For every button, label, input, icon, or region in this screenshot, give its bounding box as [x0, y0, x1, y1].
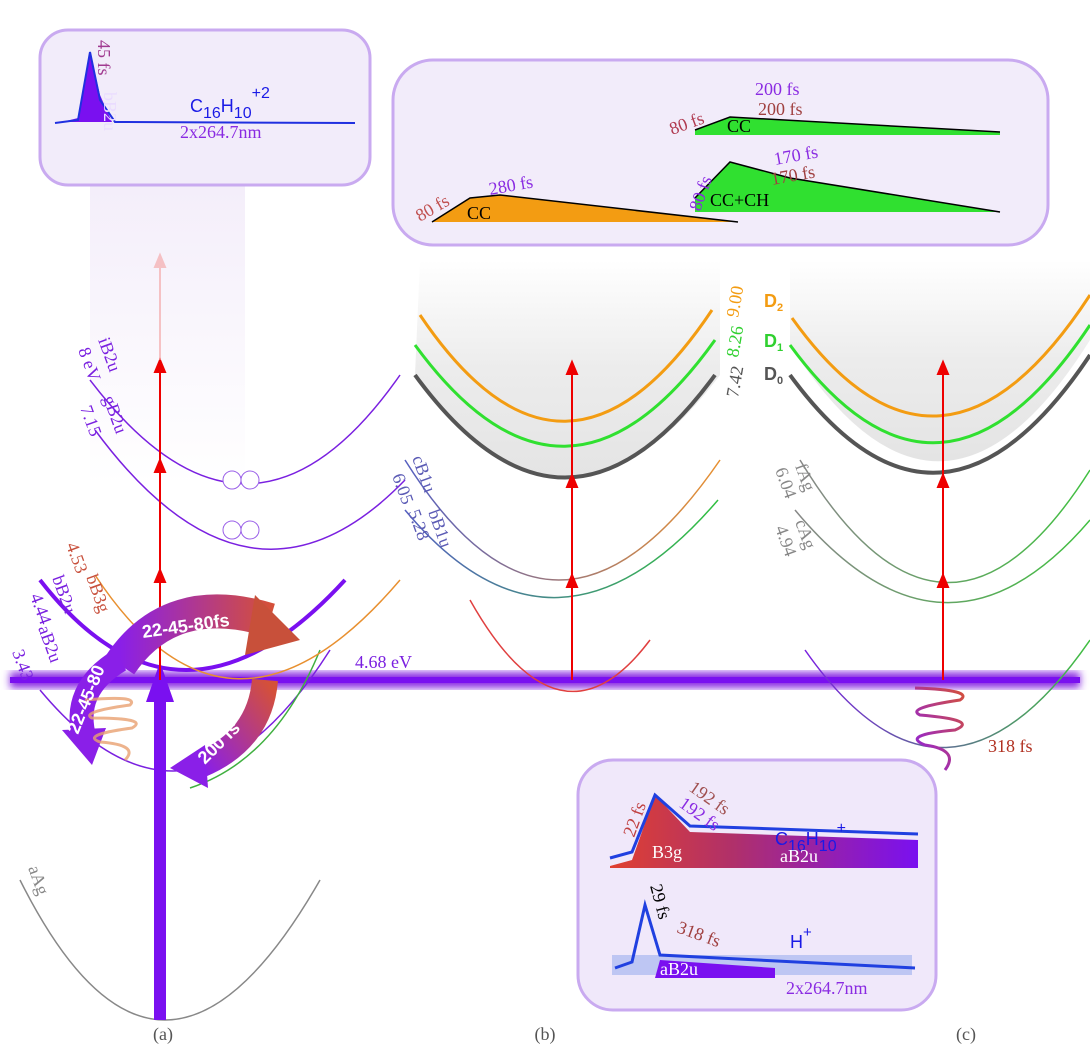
crossing [241, 471, 259, 489]
pump-arrow [154, 700, 166, 1020]
group: fAg 6.04 cAg 4.94 [771, 461, 820, 559]
formula-part: 10 [234, 105, 252, 122]
arrow-head [155, 570, 165, 582]
wavelength: 2x264.7nm [180, 122, 262, 142]
panel-label: (a) [153, 1024, 173, 1045]
state-label: bB3g [82, 572, 114, 616]
cation-state: D2 [764, 291, 783, 314]
crossing [223, 521, 241, 539]
wavelength: 2x264.7nm [786, 978, 868, 998]
label-part: D [764, 331, 777, 351]
panel-label: (c) [956, 1024, 976, 1045]
wavepacket [915, 688, 963, 770]
formula-part: + [837, 820, 846, 837]
panel-label: (b) [535, 1024, 556, 1045]
formula-part: C [190, 96, 203, 116]
formula-part: 16 [203, 105, 221, 122]
label-part: 2 [777, 302, 783, 314]
photon-label: 4.68 eV [355, 652, 412, 672]
energy-label: 6.05 [388, 471, 418, 507]
diagram: 45 fs bB2u C16H10+2 2x264.7nm iB2u 8 eV … [0, 0, 1090, 1050]
crossing [241, 521, 259, 539]
energy-label: 4.53 [62, 540, 92, 576]
cation-region [790, 260, 1090, 461]
label-part: 0 [777, 375, 783, 387]
cation-state: D1 [764, 331, 783, 354]
formula-part: 10 [819, 838, 837, 855]
group: D2 D1 D0 [764, 291, 783, 387]
time-label: 45 fs [94, 40, 114, 76]
photon-band [10, 677, 1080, 683]
formula-part: +2 [252, 85, 270, 102]
trace-label: CC [467, 203, 491, 223]
group: cB1u 6.05 bB1u 5.28 [388, 453, 456, 551]
label-part: 1 [777, 342, 783, 354]
label-part: D [764, 364, 777, 384]
trace-label: CC [727, 116, 751, 136]
energy-label: 8.26 [722, 324, 747, 358]
label-part: D [764, 291, 777, 311]
time-label: 200 fs [755, 79, 800, 99]
trace-label: CC+CH [710, 190, 769, 210]
formula-part: H [790, 932, 803, 952]
arrow-head [938, 575, 948, 587]
arrow-head [938, 475, 948, 487]
state-label: aAg [24, 863, 53, 898]
state-label: aB2u [780, 846, 818, 866]
time-label: 200 fs [758, 99, 803, 119]
state-label: aB2u [660, 959, 698, 979]
state-label: aB2u [34, 623, 66, 666]
arrow-head [567, 575, 577, 587]
curve [405, 500, 718, 598]
cation-state: D0 [764, 364, 783, 387]
energy-label: 9.00 [722, 284, 747, 318]
crossing [223, 471, 241, 489]
state-label: B3g [652, 842, 682, 862]
curve [20, 880, 320, 1020]
formula-part: H [221, 96, 234, 116]
state-label: bB2u [100, 92, 120, 131]
formula-part: + [803, 924, 812, 941]
time-label: 318 fs [988, 736, 1033, 756]
energy-label: 7.42 [722, 364, 747, 398]
